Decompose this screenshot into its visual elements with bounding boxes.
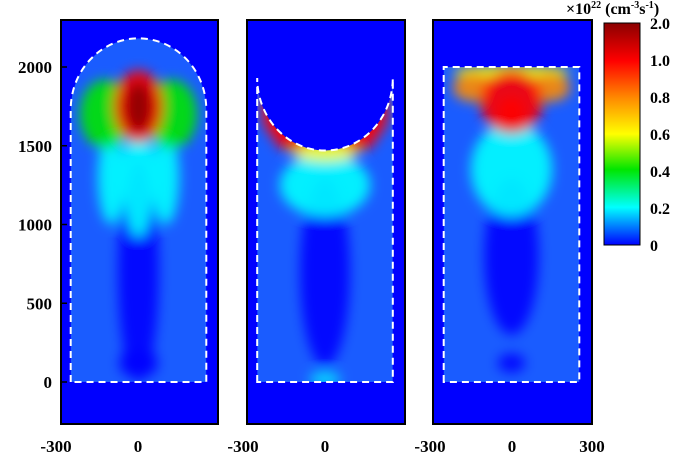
x-axis: -300 0 -300 0 -300 0 300 [40, 437, 604, 456]
heat-spot [279, 153, 371, 217]
heat-spot [97, 130, 125, 225]
outline-dashed [69, 37, 208, 383]
outline-dashed [442, 66, 581, 383]
heat-spot [122, 117, 155, 238]
panel-flat-top [432, 19, 593, 425]
heat-spot [119, 350, 140, 376]
colorbar-unit-label: ×1022 (cm-3s-1) [566, 0, 659, 18]
unit-prefix: ×10 [566, 1, 591, 18]
y-tick-label: 0 [44, 373, 53, 392]
colorbar-tick-label: 0 [650, 238, 658, 255]
colorbar-tick-label: 0.4 [650, 164, 670, 181]
heat-spot [470, 122, 553, 217]
colorbar-tick-label: 1.0 [650, 53, 670, 70]
y-tick-label: 500 [27, 294, 53, 313]
x-tick-label: -300 [40, 437, 71, 456]
x-tick-label: 0 [508, 437, 517, 456]
heatmap-panels [60, 19, 593, 425]
x-tick-label: -300 [227, 437, 258, 456]
unit-end: ) [654, 1, 659, 18]
panel-frame [432, 19, 593, 425]
heat-spot [497, 96, 526, 126]
colorbar-tick-label: 0.2 [650, 201, 670, 218]
heat-field [443, 67, 580, 382]
unit-rest: (cm [601, 1, 631, 18]
panel-dome-top [60, 19, 219, 425]
colorbar-labels: 2.0 1.0 0.8 0.6 0.4 0.2 0 [650, 16, 670, 255]
colorbar-tick-label: 0.8 [650, 90, 670, 107]
unit-sup2: -1 [645, 0, 653, 11]
heat-spot [484, 177, 539, 335]
heat-spot [137, 350, 158, 376]
panel-concave-top [246, 19, 406, 425]
heat-spot [497, 353, 526, 373]
x-tick-label: 300 [579, 437, 605, 456]
y-tick-label: 1500 [18, 137, 52, 156]
x-tick-label: -300 [414, 437, 445, 456]
unit-sup1: -3 [631, 0, 639, 11]
unit-exponent: 22 [591, 0, 601, 11]
unit-mid: s [639, 1, 645, 18]
x-tick-label: 0 [134, 437, 143, 456]
y-tick-label: 1000 [18, 216, 52, 235]
heat-spot [126, 81, 151, 132]
colorbar-gradient [603, 22, 641, 246]
colorbar: ×1022 (cm-3s-1) 2.0 1.0 0.8 0.6 0.4 0.2 0 [566, 0, 670, 255]
colorbar-tick-label: 0.6 [650, 127, 670, 144]
y-tick-label: 2000 [18, 58, 52, 77]
panel-frame [60, 19, 219, 425]
y-axis: 0 500 1000 1500 2000 [18, 58, 67, 392]
panel-frame [246, 19, 406, 425]
colorbar-tick-label: 2.0 [650, 16, 670, 33]
heat-field [70, 38, 207, 383]
heat-spot [300, 177, 350, 367]
x-tick-label: 0 [321, 437, 330, 456]
heat-spot [152, 130, 180, 225]
